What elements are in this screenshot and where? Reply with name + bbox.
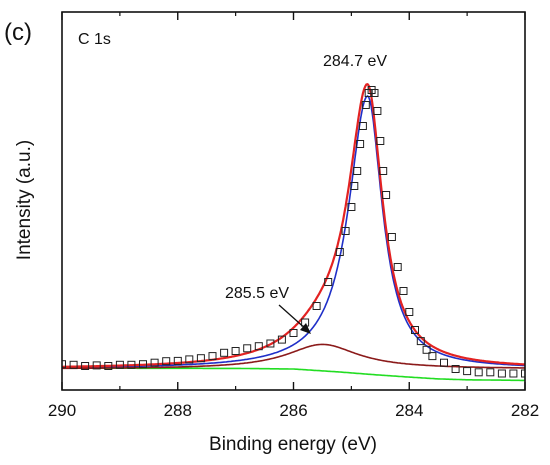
data-point-marker xyxy=(474,368,483,377)
plot-frame xyxy=(61,11,526,391)
series-main-component-line xyxy=(62,94,525,369)
chart-title: C 1s xyxy=(78,31,111,48)
data-point-marker xyxy=(486,368,495,377)
data-point-marker xyxy=(277,335,286,344)
data-point-marker xyxy=(324,278,333,286)
data-point-marker xyxy=(373,107,382,115)
data-point-marker xyxy=(312,302,321,310)
data-point-marker xyxy=(422,345,431,354)
data-point-marker xyxy=(399,287,408,295)
x-tick-label: 290 xyxy=(48,401,76,420)
x-tick-label: 282 xyxy=(511,401,539,420)
data-point-marker xyxy=(521,369,525,378)
series-envelope-line xyxy=(62,82,525,368)
data-point-marker xyxy=(353,167,362,175)
peak-label-shoulder: 285.5 eV xyxy=(225,285,289,302)
data-point-marker xyxy=(139,360,147,369)
data-point-marker xyxy=(416,337,425,346)
y-axis-label: Intensity (a.u.) xyxy=(14,140,35,260)
data-point-marker xyxy=(162,357,171,366)
data-point-marker xyxy=(509,369,518,378)
data-point-marker xyxy=(254,342,263,351)
data-point-marker xyxy=(243,344,252,353)
annotation-arrow-line xyxy=(278,304,308,331)
x-tick-label: 286 xyxy=(279,401,307,420)
data-point-marker xyxy=(361,101,370,109)
data-point-marker xyxy=(370,89,379,97)
data-point-marker xyxy=(411,326,419,334)
data-point-marker xyxy=(428,352,437,361)
data-point-marker xyxy=(405,308,414,316)
data-point-marker xyxy=(347,203,356,211)
data-point-marker xyxy=(356,140,365,148)
data-point-marker xyxy=(81,362,90,370)
data-point-marker xyxy=(387,233,396,241)
data-point-marker xyxy=(208,352,217,361)
data-point-marker xyxy=(35,361,42,368)
peak-label-main: 284.7 eV xyxy=(323,53,387,70)
x-tick-label: 288 xyxy=(164,401,192,420)
x-tick-label: 284 xyxy=(395,401,423,420)
data-point-marker xyxy=(220,348,229,357)
data-point-marker xyxy=(382,191,391,199)
data-point-marker xyxy=(341,227,350,235)
series-background-line xyxy=(62,367,525,382)
data-point-marker xyxy=(335,248,344,256)
data-point-marker xyxy=(185,355,194,364)
data-point-marker xyxy=(376,137,385,145)
data-point-marker xyxy=(115,360,124,369)
data-point-marker xyxy=(104,362,113,370)
data-point-marker xyxy=(289,329,298,337)
data-point-marker xyxy=(463,367,472,376)
data-point-marker xyxy=(69,360,78,369)
data-point-marker xyxy=(173,356,182,365)
data-point-marker xyxy=(150,358,159,367)
data-point-marker xyxy=(440,358,448,367)
data-point-marker xyxy=(350,182,359,190)
data-point-marker xyxy=(196,354,205,363)
data-point-marker xyxy=(497,369,506,378)
data-point-marker xyxy=(92,361,101,370)
data-point-marker xyxy=(127,360,136,369)
data-point-marker xyxy=(266,339,275,348)
data-point-marker xyxy=(379,167,388,175)
data-point-marker xyxy=(393,263,402,271)
annotation-arrowhead xyxy=(300,323,311,334)
panel-label: (c) xyxy=(4,19,32,46)
data-point-marker xyxy=(47,362,54,369)
data-point-marker xyxy=(62,360,66,369)
data-point-marker xyxy=(358,122,367,130)
x-axis-label: Binding energy (eV) xyxy=(209,434,377,455)
data-point-marker xyxy=(231,347,240,355)
data-point-marker xyxy=(451,365,460,373)
